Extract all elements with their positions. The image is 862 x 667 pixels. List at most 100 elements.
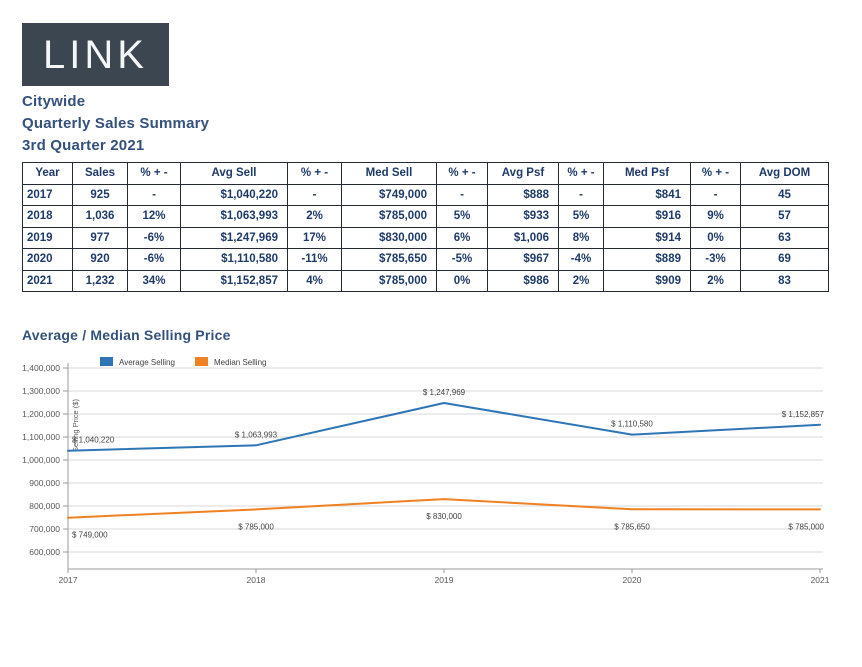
y-tick-label: 900,000 bbox=[29, 478, 60, 488]
series-line-median bbox=[67, 498, 821, 519]
data-label: $ 1,063,993 bbox=[235, 430, 278, 439]
table-cell: $830,000 bbox=[341, 226, 437, 249]
table-cell: $916 bbox=[603, 205, 691, 228]
table-row: 2021 1,232 34% $1,152,857 4% $785,000 0% $986 2%… bbox=[22, 269, 829, 292]
data-label: $ 1,247,969 bbox=[423, 388, 466, 397]
link-logo: LINK bbox=[22, 23, 169, 86]
report-title: Quarterly Sales Summary bbox=[22, 115, 210, 132]
table-row: 2020 920 -6% $1,110,580 -11% $785,650 -5% $967-… bbox=[22, 248, 829, 271]
table-cell: 6% bbox=[436, 226, 488, 249]
data-label: $ 1,110,580 bbox=[611, 420, 653, 429]
y-tick-label: 600,000 bbox=[29, 547, 60, 557]
table-cell: - bbox=[127, 183, 181, 206]
table-cell: 57 bbox=[740, 205, 829, 228]
year-cell: 2020 bbox=[22, 248, 73, 271]
table-cell: $1,110,580 bbox=[180, 248, 288, 271]
data-label: $ 830,000 bbox=[426, 512, 462, 521]
table-cell: 5% bbox=[436, 205, 488, 228]
table-cell: $1,040,220 bbox=[180, 183, 288, 206]
year-cell: 2018 bbox=[22, 205, 73, 228]
legend-label: Median Selling bbox=[214, 358, 266, 367]
table-cell: $785,650 bbox=[341, 248, 437, 271]
table-cell: -3% bbox=[690, 248, 741, 271]
legend-swatch bbox=[195, 357, 208, 366]
table-header-cell: Avg DOM bbox=[740, 162, 829, 185]
table-cell: $1,152,857 bbox=[180, 269, 288, 292]
x-tick-label: 2020 bbox=[623, 575, 642, 585]
table-cell: 2% bbox=[690, 269, 741, 292]
table-header-cell: Sales bbox=[72, 162, 128, 185]
table-cell: $749,000 bbox=[341, 183, 437, 206]
x-tick-label: 2017 bbox=[59, 575, 78, 585]
table-row: 2019 977 -6% $1,247,969 17% $830,000 6% $1,006 8… bbox=[22, 226, 829, 249]
table-cell: $889 bbox=[603, 248, 691, 271]
table-cell: 1,036 bbox=[72, 205, 128, 228]
table-cell: $1,006 bbox=[487, 226, 559, 249]
y-axis-title: Selling Price ($) bbox=[71, 399, 80, 452]
table-cell: $785,000 bbox=[341, 269, 437, 292]
x-tick-label: 2021 bbox=[811, 575, 830, 585]
table-cell: 17% bbox=[287, 226, 342, 249]
table-cell: 0% bbox=[436, 269, 488, 292]
data-label: $ 1,152,857 bbox=[782, 410, 825, 419]
table-cell: 920 bbox=[72, 248, 128, 271]
table-header-cell: % + - bbox=[127, 162, 181, 185]
table-cell: $986 bbox=[487, 269, 559, 292]
data-label: $ 749,000 bbox=[72, 531, 108, 540]
table-cell: 8% bbox=[558, 226, 604, 249]
table-cell: $785,000 bbox=[341, 205, 437, 228]
table-cell: $841 bbox=[603, 183, 691, 206]
table-cell: 2% bbox=[287, 205, 342, 228]
table-cell: -5% bbox=[436, 248, 488, 271]
table-cell: 63 bbox=[740, 226, 829, 249]
table-cell: 45 bbox=[740, 183, 829, 206]
y-tick-label: 1,100,000 bbox=[22, 432, 60, 442]
table-header-cell: Med Psf bbox=[603, 162, 691, 185]
year-cell: 2019 bbox=[22, 226, 73, 249]
table-header-cell: Avg Psf bbox=[487, 162, 559, 185]
table-row: 2018 1,036 12% $1,063,993 2% $785,000 5% $933 5%… bbox=[22, 205, 829, 228]
logo-text: LINK bbox=[43, 32, 148, 77]
table-header-cell: Avg Sell bbox=[180, 162, 288, 185]
data-label: $ 785,000 bbox=[238, 522, 274, 531]
legend-swatch bbox=[100, 357, 113, 366]
year-cell: 2017 bbox=[22, 183, 73, 206]
series-line-average bbox=[67, 402, 821, 452]
table-cell: 2% bbox=[558, 269, 604, 292]
table-header-cell: Med Sell bbox=[341, 162, 437, 185]
table-cell: $914 bbox=[603, 226, 691, 249]
legend-label: Average Selling bbox=[119, 358, 175, 367]
y-tick-label: 1,000,000 bbox=[22, 455, 60, 465]
x-tick-label: 2018 bbox=[247, 575, 266, 585]
table-cell: 69 bbox=[740, 248, 829, 271]
table-header-row: Year Sales% + - Avg Sell% + - Med Sell% + -… bbox=[22, 162, 829, 185]
table-header-cell: Year bbox=[22, 162, 73, 185]
table-cell: $888 bbox=[487, 183, 559, 206]
table-header-cell: % + - bbox=[558, 162, 604, 185]
data-label: $ 785,650 bbox=[614, 522, 650, 531]
table-cell: 34% bbox=[127, 269, 181, 292]
table-header-cell: % + - bbox=[436, 162, 488, 185]
price-chart: 600,000 700,000 800,000 900,000 1,000,000 1,1… bbox=[22, 357, 830, 585]
table-cell: -4% bbox=[558, 248, 604, 271]
table-cell: 9% bbox=[690, 205, 741, 228]
table-cell: 925 bbox=[72, 183, 128, 206]
table-cell: $909 bbox=[603, 269, 691, 292]
year-cell: 2021 bbox=[22, 269, 73, 292]
y-tick-label: 700,000 bbox=[29, 524, 60, 534]
table-cell: -6% bbox=[127, 248, 181, 271]
table-cell: - bbox=[558, 183, 604, 206]
table-cell: 83 bbox=[740, 269, 829, 292]
data-label: $ 785,000 bbox=[788, 522, 824, 531]
table-cell: 0% bbox=[690, 226, 741, 249]
table-cell: -11% bbox=[287, 248, 342, 271]
region-heading: Citywide bbox=[22, 93, 86, 110]
table-header-cell: % + - bbox=[287, 162, 342, 185]
table-cell: -6% bbox=[127, 226, 181, 249]
table-cell: 5% bbox=[558, 205, 604, 228]
report-period: 3rd Quarter 2021 bbox=[22, 137, 145, 154]
table-cell: $967 bbox=[487, 248, 559, 271]
data-label: $ 1,040,220 bbox=[72, 436, 115, 445]
table-cell: $933 bbox=[487, 205, 559, 228]
y-tick-label: 1,400,000 bbox=[22, 363, 60, 373]
